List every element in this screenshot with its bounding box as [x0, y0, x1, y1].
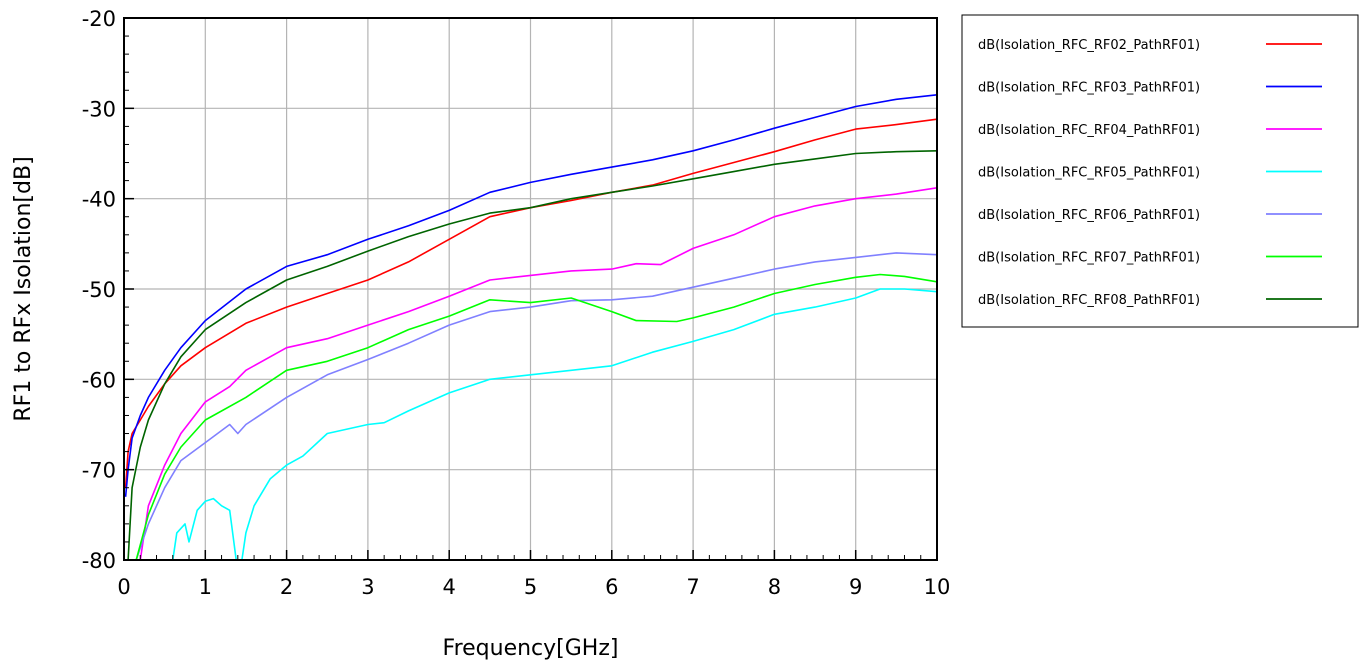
x-tick-label: 0 — [117, 575, 130, 599]
y-tick-label: -50 — [82, 278, 116, 302]
legend-label: dB(Isolation_RFC_RF02_PathRF01) — [978, 38, 1200, 53]
y-tick-label: -40 — [82, 188, 116, 212]
series-line-1 — [124, 118, 938, 488]
series-line-7 — [127, 150, 938, 561]
x-tick-label: 4 — [443, 575, 456, 599]
x-tick-label: 3 — [361, 575, 374, 599]
series-line-4 — [172, 288, 938, 561]
legend-label: dB(Isolation_RFC_RF07_PathRF01) — [978, 251, 1200, 266]
x-tick-label: 7 — [686, 575, 699, 599]
legend-label: dB(Isolation_RFC_RF08_PathRF01) — [978, 293, 1200, 308]
series-line-6 — [135, 273, 938, 561]
axis-labels: 0 1 2 3 4 5 6 7 8 9 10 -20 -30 -40 -50 -60 -70 -80 — [82, 7, 951, 599]
y-tick-label: -70 — [82, 459, 116, 483]
x-axis-title: Frequency[GHz] — [443, 636, 619, 661]
axis-ticks — [123, 17, 938, 561]
series-lines — [124, 94, 938, 561]
series-line-3 — [139, 187, 938, 561]
y-tick-label: -80 — [82, 549, 116, 573]
series-line-5 — [135, 252, 938, 561]
legend-label: dB(Isolation_RFC_RF06_PathRF01) — [978, 208, 1200, 223]
series-line-2 — [124, 94, 938, 497]
x-tick-label: 5 — [524, 575, 537, 599]
legend: dB(Isolation_RFC_RF02_PathRF01) dB(Isolat… — [961, 14, 1359, 328]
grid — [124, 18, 937, 560]
y-tick-label: -20 — [82, 7, 116, 31]
x-tick-label: 1 — [199, 575, 212, 599]
x-tick-label: 6 — [605, 575, 618, 599]
x-tick-label: 8 — [768, 575, 781, 599]
x-tick-label: 10 — [924, 575, 951, 599]
y-axis-title: RF1 to RFx Isolation[dB] — [11, 156, 36, 421]
x-tick-label: 9 — [849, 575, 862, 599]
legend-label: dB(Isolation_RFC_RF05_PathRF01) — [978, 166, 1200, 181]
y-tick-label: -30 — [82, 97, 116, 121]
legend-label: dB(Isolation_RFC_RF03_PathRF01) — [978, 81, 1200, 96]
legend-label: dB(Isolation_RFC_RF04_PathRF01) — [978, 123, 1200, 138]
y-tick-label: -60 — [82, 368, 116, 392]
x-tick-label: 2 — [280, 575, 293, 599]
